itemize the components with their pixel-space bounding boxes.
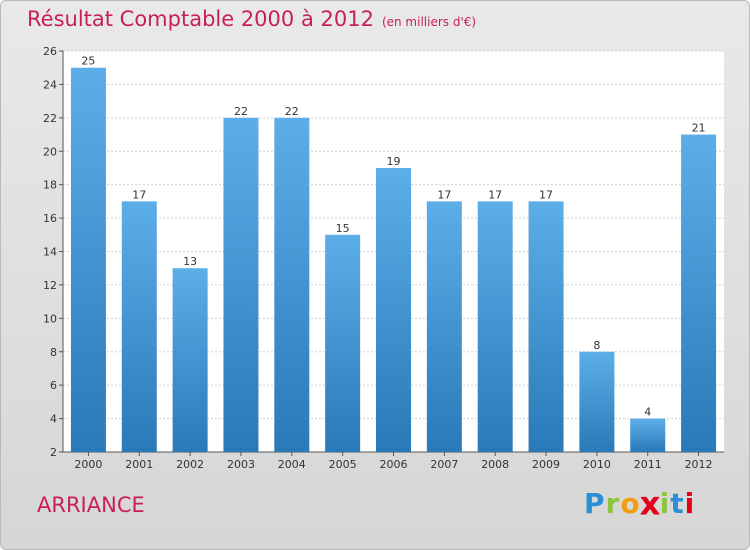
bar-2003[interactable] [223, 117, 259, 452]
label-layer: 25 17 13 22 22 15 19 17 17 17 8 4 21 [81, 55, 705, 419]
location-name: ARRIANCE [37, 493, 145, 517]
x-tick-label-2008: 2008 [481, 458, 509, 471]
logo-letter: o [620, 487, 641, 520]
x-tick-label-2003: 2003 [227, 458, 255, 471]
bar-2001[interactable] [121, 201, 157, 452]
x-tick-label-2007: 2007 [430, 458, 458, 471]
y-tick-label: 14 [43, 246, 57, 259]
bar-layer [70, 67, 717, 453]
chart-title: Résultat Comptable 2000 à 2012 [27, 7, 374, 31]
data-label-2011: 4 [644, 406, 651, 419]
data-label-2007: 17 [437, 188, 451, 201]
y-tick-label: 18 [43, 179, 57, 192]
logo-letter: i [659, 487, 671, 520]
bar-2011[interactable] [630, 418, 666, 452]
y-tick-label: 26 [43, 45, 57, 58]
x-tick-label-2006: 2006 [380, 458, 408, 471]
logo-letter: r [605, 487, 621, 520]
bar-2002[interactable] [172, 268, 208, 452]
x-tick-label-2011: 2011 [634, 458, 662, 471]
y-tick-label: 22 [43, 112, 57, 125]
proxiti-logo[interactable]: Proxiti [584, 484, 696, 523]
data-label-2005: 15 [336, 222, 350, 235]
data-label-2003: 22 [234, 105, 248, 118]
y-tick-label: 2 [50, 446, 57, 459]
data-label-2012: 21 [692, 122, 706, 135]
x-tick-label-2000: 2000 [74, 458, 102, 471]
x-tick-label-2005: 2005 [329, 458, 357, 471]
bar-2006[interactable] [376, 167, 411, 453]
y-tick-label: 20 [43, 145, 57, 158]
y-tick-label: 16 [43, 212, 57, 225]
y-tick-label: 6 [50, 379, 57, 392]
bar-2010[interactable] [579, 351, 615, 452]
data-label-2010: 8 [593, 339, 600, 352]
x-tick-label-2002: 2002 [176, 458, 204, 471]
y-tick-label: 12 [43, 279, 57, 292]
x-tick-label-2009: 2009 [532, 458, 560, 471]
data-label-2001: 17 [132, 188, 146, 201]
bar-2000[interactable] [70, 67, 106, 452]
data-label-2006: 19 [387, 155, 401, 168]
bar-2007[interactable] [426, 201, 462, 452]
logo-letter: P [584, 487, 606, 520]
logo-letter: x [639, 484, 662, 523]
logo-letter: i [684, 487, 696, 520]
bar-2012[interactable] [681, 134, 717, 452]
x-tick-label-2004: 2004 [278, 458, 306, 471]
y-tick-label: 8 [50, 346, 57, 359]
data-label-2000: 25 [81, 55, 95, 68]
x-tick-label-2010: 2010 [583, 458, 611, 471]
y-tick-label: 4 [50, 413, 57, 426]
bar-2009[interactable] [528, 201, 564, 452]
y-tick-label: 24 [43, 78, 57, 91]
data-label-2004: 22 [285, 105, 299, 118]
chart-subtitle: (en milliers d'€) [381, 15, 477, 29]
data-label-2008: 17 [488, 188, 502, 201]
data-label-2009: 17 [539, 188, 553, 201]
x-tick-label-2012: 2012 [685, 458, 713, 471]
bar-2004[interactable] [274, 117, 310, 452]
y-tick-label: 10 [43, 312, 57, 325]
logo-letter: t [670, 487, 685, 520]
x-tick-label-2001: 2001 [125, 458, 153, 471]
data-label-2002: 13 [183, 255, 197, 268]
chart-title-block: Résultat Comptable 2000 à 2012 (en millie… [27, 7, 476, 31]
bar-2005[interactable] [325, 234, 361, 452]
bar-2008[interactable] [477, 201, 513, 452]
